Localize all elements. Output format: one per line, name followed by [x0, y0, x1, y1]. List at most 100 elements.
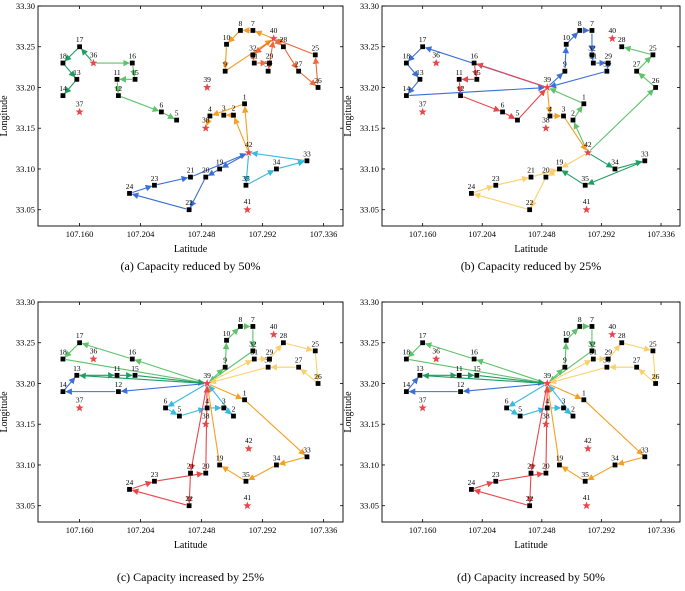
customer-node-33 — [304, 454, 310, 460]
depot-star-41 — [243, 501, 252, 510]
depot-label-37: 37 — [76, 395, 84, 404]
depot-star-38 — [201, 124, 210, 132]
customer-label-20: 20 — [542, 462, 550, 471]
customer-label-29: 29 — [266, 52, 274, 61]
customer-node-35 — [582, 182, 588, 188]
route-segment — [548, 385, 572, 415]
route-segment — [157, 471, 204, 482]
route-segment — [209, 384, 243, 400]
depot-label-38: 38 — [202, 412, 210, 421]
customer-node-14 — [60, 389, 66, 395]
customer-node-31 — [590, 60, 596, 66]
y-axis-title: Longitude — [343, 95, 354, 137]
y-tick-label: 33.15 — [16, 123, 35, 133]
route-segment — [567, 328, 579, 339]
route-segment — [64, 64, 76, 78]
route-3 — [64, 377, 205, 395]
customer-node-21 — [528, 470, 534, 476]
route-segment — [246, 401, 306, 456]
y-tick-label: 33.05 — [360, 501, 379, 511]
route-segment — [65, 358, 205, 386]
customer-node-29 — [605, 60, 611, 66]
customer-node-8 — [238, 28, 243, 33]
route-segment — [131, 192, 187, 210]
route-segment — [545, 90, 553, 114]
route-segment — [407, 377, 419, 390]
customer-node-7 — [250, 324, 256, 329]
route-segment — [409, 84, 545, 97]
route-segment — [209, 352, 251, 383]
customer-label-30: 30 — [264, 60, 272, 69]
customer-node-23 — [493, 478, 499, 484]
depot-star-42 — [244, 444, 253, 453]
customer-label-34: 34 — [611, 453, 619, 462]
customer-label-20: 20 — [202, 462, 210, 471]
route-segment — [300, 72, 317, 86]
customer-node-11 — [456, 372, 462, 378]
customer-node-4 — [207, 113, 213, 119]
route-1 — [64, 342, 205, 386]
customer-node-11 — [456, 76, 462, 82]
route-segment — [212, 104, 242, 117]
route-5 — [589, 45, 654, 151]
route-5 — [274, 38, 320, 86]
route-segment — [474, 184, 494, 193]
customer-node-3 — [221, 405, 227, 411]
route-segment — [590, 153, 613, 168]
route-segment — [587, 465, 613, 481]
customer-label-35: 35 — [242, 174, 250, 183]
depot-star-37 — [418, 107, 427, 116]
panel-caption: (d) Capacity increased by 50% — [457, 570, 605, 584]
customer-label-9: 9 — [223, 356, 227, 365]
route-segment — [79, 372, 205, 384]
customer-label-17: 17 — [419, 35, 427, 44]
customer-label-27: 27 — [295, 356, 303, 365]
route-segment — [609, 344, 621, 358]
x-tick-label: 107.292 — [249, 525, 277, 535]
route-3 — [407, 377, 545, 395]
depot-star-42 — [583, 148, 592, 157]
customer-node-1 — [581, 397, 587, 403]
y-tick-label: 33.15 — [360, 419, 379, 429]
customer-node-34 — [612, 166, 618, 172]
route-segment — [189, 179, 205, 208]
customer-node-31 — [251, 60, 257, 66]
route-segment — [562, 342, 570, 365]
route-segment — [64, 81, 76, 94]
customer-node-12 — [116, 93, 121, 99]
route-segment — [221, 466, 244, 481]
customer-label-25: 25 — [649, 339, 657, 348]
customer-node-22 — [527, 207, 533, 213]
customer-label-3: 3 — [222, 396, 226, 405]
customer-label-18: 18 — [59, 348, 67, 357]
customer-label-21: 21 — [187, 166, 195, 175]
route-segment — [209, 359, 253, 383]
customer-label-1: 1 — [582, 92, 586, 101]
route-segment — [504, 112, 516, 120]
route-segment — [275, 38, 313, 55]
route-segment — [134, 358, 205, 384]
route-segment — [193, 153, 247, 177]
customer-label-12: 12 — [115, 380, 123, 389]
depot-star-41 — [582, 205, 591, 214]
route-segment — [407, 64, 419, 78]
route-segment — [638, 56, 652, 70]
customer-label-3: 3 — [222, 104, 226, 113]
customer-label-10: 10 — [223, 329, 231, 338]
customer-node-28 — [280, 340, 286, 346]
customer-label-22: 22 — [526, 494, 534, 503]
customer-label-15: 15 — [131, 68, 139, 77]
customer-label-2: 2 — [571, 405, 575, 414]
customer-node-24 — [127, 487, 132, 492]
customer-node-6 — [500, 109, 505, 115]
route-segment — [248, 169, 275, 185]
customer-node-5 — [515, 117, 520, 123]
depot-label-38: 38 — [542, 116, 550, 125]
route-segment — [279, 159, 305, 169]
customer-label-8: 8 — [578, 315, 582, 324]
route-segment — [476, 62, 545, 88]
route-4 — [167, 384, 233, 416]
customer-node-19 — [217, 166, 223, 172]
customer-label-20: 20 — [542, 166, 550, 175]
